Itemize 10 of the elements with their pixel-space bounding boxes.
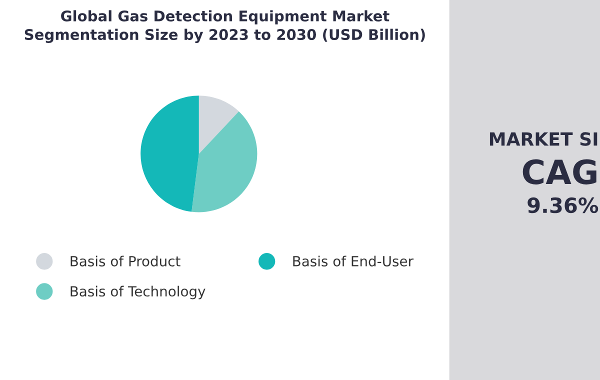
- text: CAG: [522, 159, 596, 184]
- legend-label: Basis of Product: [70, 256, 180, 266]
- pie-slice: [198, 96, 239, 154]
- text: 9.36%: [528, 197, 598, 214]
- legend-label: Basis of End-User: [293, 256, 414, 266]
- text: MARKET SI: [490, 132, 598, 146]
- chart-title: Global Gas Detection Equipment Market Segmentation Size by 2023 to 2030 (USD Billion): [24, 10, 425, 43]
- legend-label: Basis of Technology: [70, 286, 206, 300]
- pie-slice: [140, 96, 199, 212]
- pie-slice: [192, 111, 258, 212]
